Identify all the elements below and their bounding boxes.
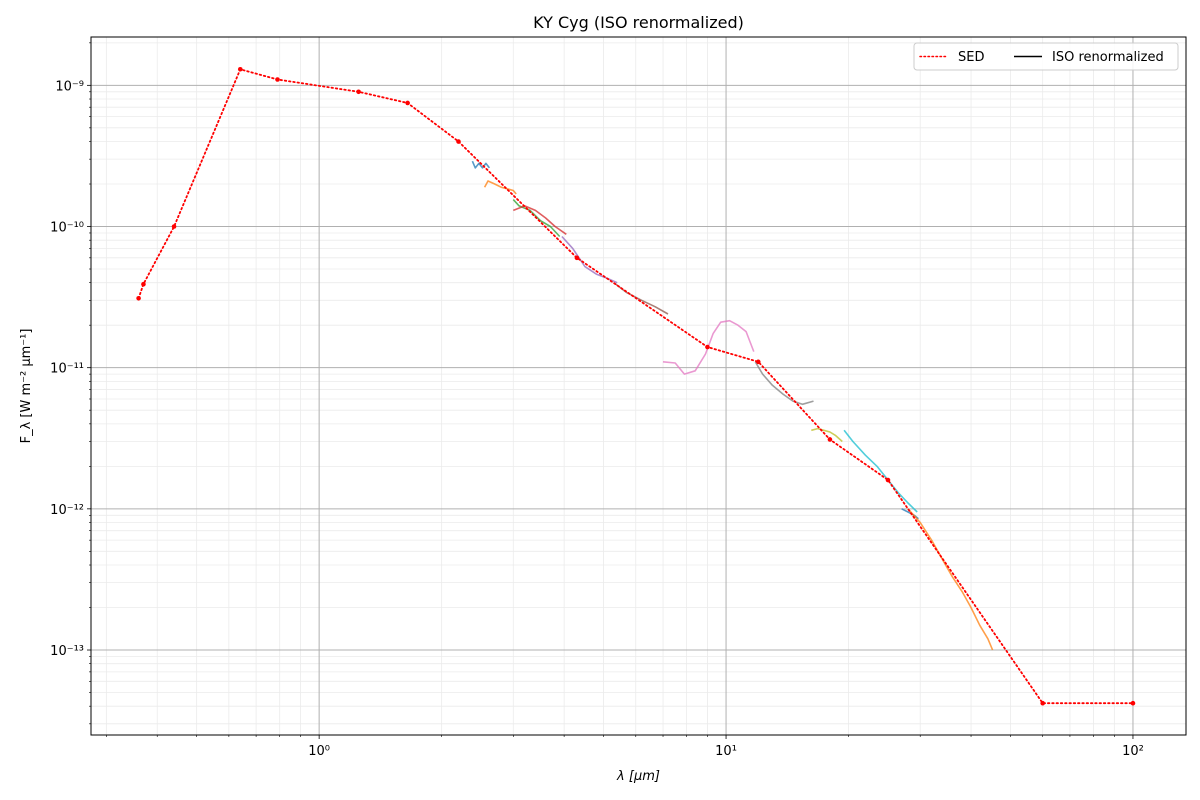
- iso-spectrum-segment: [754, 361, 814, 406]
- sed-point: [885, 477, 891, 483]
- sed-point: [705, 344, 710, 350]
- sed-point: [574, 255, 580, 261]
- iso-spectrum-segment: [471, 160, 491, 169]
- x-axis-label: λ [μm]: [616, 769, 660, 784]
- iso-spectrum-segment: [843, 429, 918, 513]
- iso-spectrum-segment: [483, 180, 517, 195]
- sed-point: [405, 100, 410, 106]
- legend-sed-label: SED: [958, 50, 984, 65]
- legend-box: [913, 42, 1179, 71]
- plot-frame: [90, 36, 1187, 736]
- iso-spectrum-segment: [811, 427, 843, 443]
- sed-point: [237, 66, 243, 72]
- sed-point: [1130, 700, 1136, 706]
- sed-point: [141, 281, 146, 287]
- sed-point: [456, 139, 461, 144]
- x-tick-label: 10⁰: [308, 744, 330, 759]
- y-tick-label: 10⁻¹²: [50, 503, 84, 518]
- iso-spectrum-segment: [907, 508, 994, 651]
- sed-point: [356, 89, 361, 95]
- y-axis-label: F_λ [W m⁻² μm⁻¹]: [19, 329, 34, 444]
- plot-content: [136, 66, 1136, 706]
- sed-point: [827, 437, 833, 442]
- legend-iso-label: ISO renormalized: [1052, 50, 1164, 65]
- axis-ticks: 10⁰ 10¹ 10² 10⁻¹³ 10⁻¹² 10⁻¹¹ 10⁻¹⁰ 10⁻⁹: [50, 42, 1144, 759]
- iso-spectrum-segment: [513, 205, 567, 235]
- x-tick-label: 10²: [1122, 744, 1144, 759]
- sed-point: [755, 359, 761, 365]
- sed-point: [1040, 700, 1045, 706]
- sed-point: [171, 224, 177, 229]
- minor-grid: [91, 37, 1186, 735]
- sed-point: [275, 77, 280, 82]
- y-tick-label: 10⁻⁹: [55, 79, 84, 94]
- major-grid: [91, 37, 1186, 735]
- y-tick-label: 10⁻¹³: [50, 644, 84, 659]
- legend: SED ISO renormalized: [913, 42, 1179, 71]
- sed-point: [136, 296, 141, 301]
- iso-spectrum-segment: [662, 319, 755, 375]
- x-tick-label: 10¹: [715, 744, 737, 759]
- chart-title: KY Cyg (ISO renormalized): [533, 13, 744, 32]
- iso-spectrum-segment: [512, 199, 561, 238]
- y-tick-label: 10⁻¹⁰: [50, 221, 84, 236]
- y-tick-label: 10⁻¹¹: [50, 362, 84, 377]
